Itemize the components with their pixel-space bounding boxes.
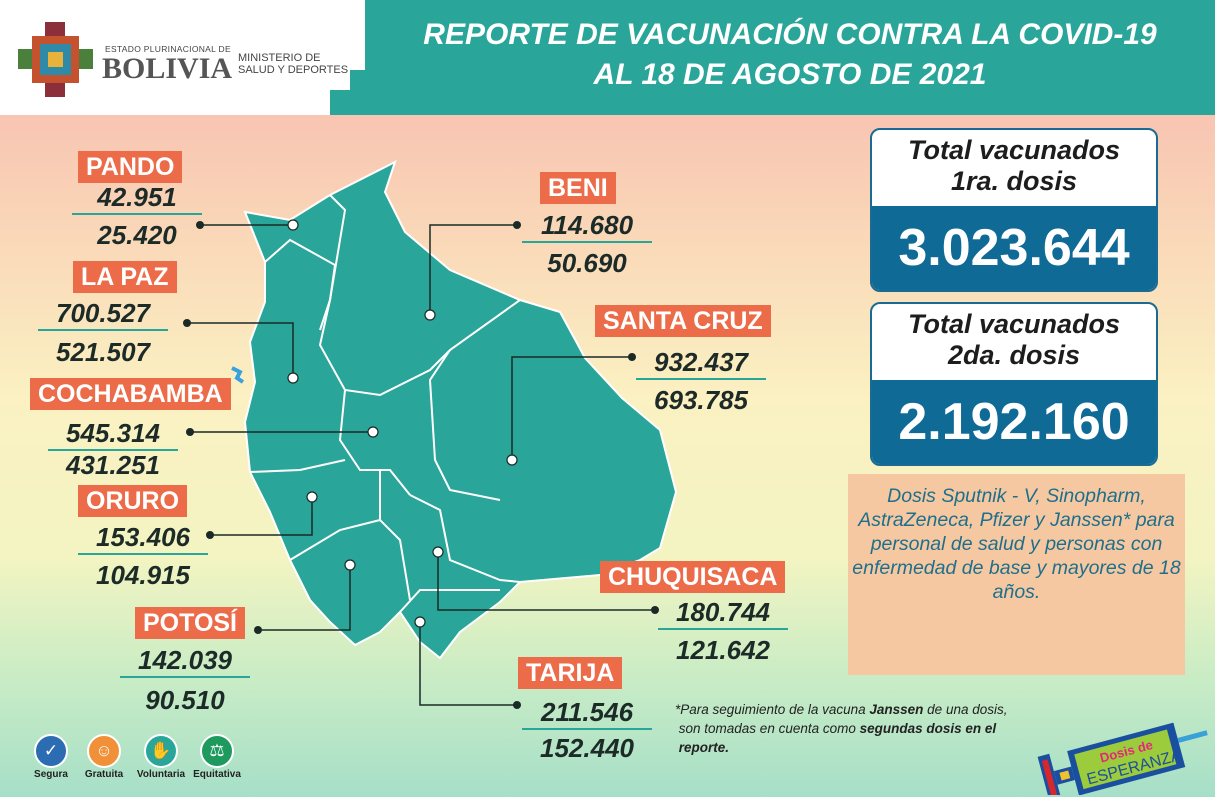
oruro-dose2: 104.915 [96, 560, 190, 590]
note-bold: reporte. [678, 740, 730, 755]
badge-label: Equitativa [193, 769, 241, 780]
scales-icon: ⚖ [200, 734, 234, 768]
oruro-dose1: 153.406 [78, 522, 208, 555]
label-line2: 2da. dosis [947, 340, 1081, 370]
dept-label-tarija: TARIJA [518, 657, 623, 689]
note-text: de una dosis, [923, 702, 1008, 717]
total-second-dose-card: Total vacunados 2da. dosis 2.192.160 [870, 302, 1158, 466]
total-first-dose-value: 3.023.644 [872, 206, 1156, 290]
leader-lines [187, 224, 655, 706]
header-logo-area: ESTADO PLURINACIONAL DE BOLIVIA MINISTER… [0, 0, 365, 115]
la-paz-dose2: 521.507 [56, 337, 150, 367]
label-line1: Total vacunados [907, 135, 1121, 165]
santa-cruz-dose1: 932.437 [636, 347, 766, 380]
dept-label-beni: BENI [540, 172, 616, 204]
ministry-line2: SALUD Y DEPORTES [238, 64, 349, 76]
vaccine-info-box: Dosis Sputnik - V, Sinopharm, AstraZenec… [848, 474, 1185, 675]
beni-dose2: 50.690 [547, 248, 627, 278]
ministry-text: MINISTERIO DE SALUD Y DEPORTES [238, 52, 348, 76]
potosi-dose1: 142.039 [120, 645, 250, 678]
report-title: REPORTE DE VACUNACIÓN CONTRA LA COVID-19… [365, 15, 1215, 95]
total-second-dose-label: Total vacunados 2da. dosis [872, 304, 1156, 380]
chuquisaca-dose1: 180.744 [658, 597, 788, 630]
title-line1: REPORTE DE VACUNACIÓN CONTRA LA COVID-19 [423, 18, 1157, 51]
dept-label-chuquisaca: CHUQUISACA [600, 561, 786, 593]
total-first-dose-card: Total vacunados 1ra. dosis 3.023.644 [870, 128, 1158, 292]
smiley-icon: ☺ [87, 734, 121, 768]
badge-label: Segura [34, 769, 68, 780]
badge-label: Voluntaria [136, 769, 186, 780]
total-first-dose-label: Total vacunados 1ra. dosis [872, 130, 1156, 206]
title-line2: AL 18 DE AGOSTO DE 2021 [593, 58, 987, 91]
label-line2: 1ra. dosis [950, 166, 1078, 196]
bolivia-territory [243, 160, 678, 660]
banner-step [350, 70, 365, 115]
tarija-dose2: 152.440 [540, 733, 634, 763]
department-borders [249, 194, 521, 613]
estado-text: ESTADO PLURINACIONAL DE [105, 44, 231, 54]
bolivia-text: BOLIVIA [102, 52, 233, 85]
beni-dose1: 114.680 [522, 210, 652, 243]
chuquisaca-dose2: 121.642 [676, 635, 770, 665]
label-line1: Total vacunados [907, 309, 1121, 339]
dept-label-santa-cruz: SANTA CRUZ [595, 305, 771, 337]
dept-label-pando: PANDO [78, 151, 183, 183]
bolivia-emblem-logo [18, 22, 93, 97]
pando-dose1: 42.951 [72, 182, 202, 215]
department-markers [287, 219, 518, 628]
dept-label-oruro: ORURO [78, 485, 188, 517]
lake-titicaca [231, 366, 245, 384]
shield-check-icon: ✓ [34, 734, 68, 768]
note-bold: Janssen [869, 702, 924, 717]
badge-label: Gratuita [84, 769, 124, 780]
dosis-de-esperanza-syringe-logo: Dosis de ESPERANZA [1037, 722, 1208, 795]
dept-label-cochabamba: COCHABAMBA [30, 378, 231, 410]
tarija-dose1: 211.546 [522, 697, 652, 730]
pando-dose2: 25.420 [97, 220, 177, 250]
raised-hand-icon: ✋ [144, 734, 178, 768]
dept-label-la-paz: LA PAZ [73, 261, 177, 293]
note-text: son tomadas en cuenta como [678, 721, 860, 736]
total-second-dose-value: 2.192.160 [872, 380, 1156, 464]
potosi-dose2: 90.510 [145, 685, 225, 715]
santa-cruz-dose2: 693.785 [654, 385, 748, 415]
note-bold: segundas dosis en el [859, 721, 997, 736]
ministry-line1: MINISTERIO DE [238, 52, 321, 64]
note-text: *Para seguimiento de la vacuna [675, 702, 870, 717]
dept-label-potosi: POTOSÍ [135, 607, 246, 639]
la-paz-dose1: 700.527 [38, 298, 168, 331]
banner-step [330, 90, 350, 115]
cochabamba-dose2: 431.251 [66, 450, 160, 480]
leader-dots [183, 221, 659, 709]
janssen-footnote: *Para seguimiento de la vacuna Janssen d… [675, 700, 1007, 757]
title-banner: REPORTE DE VACUNACIÓN CONTRA LA COVID-19… [365, 0, 1215, 115]
cochabamba-dose1: 545.314 [48, 418, 178, 451]
